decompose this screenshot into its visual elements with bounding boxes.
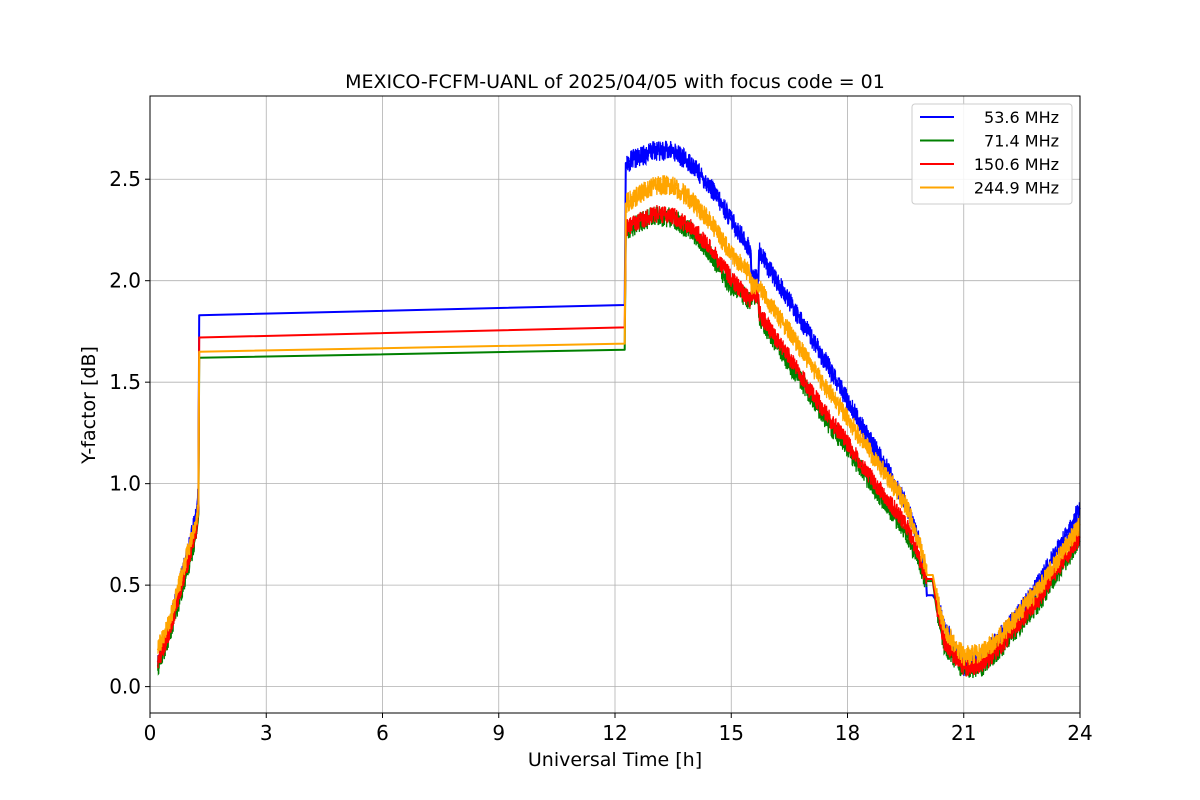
legend-label: 71.4 MHz [984, 132, 1059, 151]
x-tick-label: 21 [951, 721, 976, 745]
legend-label: 244.9 MHz [974, 179, 1059, 198]
y-tick-label: 2.0 [109, 269, 141, 293]
y-tick-label: 0.5 [109, 573, 141, 597]
y-tick-label: 2.5 [109, 167, 141, 191]
y-tick-label: 1.0 [109, 472, 141, 496]
y-tick-label: 0.0 [109, 675, 141, 699]
x-tick-label: 15 [719, 721, 744, 745]
series-noise-trace [157, 498, 199, 654]
legend: 53.6 MHz 71.4 MHz 150.6 MHz 244.9 MHz [911, 103, 1073, 205]
x-tick-label: 9 [492, 721, 505, 745]
y-tick-label: 1.5 [109, 370, 141, 394]
series-noise-trace [625, 175, 928, 573]
plot-series [156, 140, 1081, 679]
x-tick-label: 18 [835, 721, 860, 745]
x-tick-label: 12 [602, 721, 627, 745]
x-axis-label: Universal Time [h] [528, 749, 702, 771]
chart-title: MEXICO-FCFM-UANL of 2025/04/05 with focu… [345, 71, 885, 93]
series-noise-trace [625, 204, 928, 585]
axis-ticks: 0 3 6 9 12 15 18 21 24 0.0 0.5 1.0 1.5 2.0 2.5 [109, 167, 1093, 745]
legend-label: 53.6 MHz [984, 108, 1059, 127]
x-tick-label: 0 [144, 721, 157, 745]
y-axis-label: Y-factor [dB] [78, 346, 100, 465]
x-tick-label: 6 [376, 721, 389, 745]
x-tick-label: 24 [1067, 721, 1092, 745]
x-tick-label: 3 [260, 721, 273, 745]
legend-box [911, 103, 1073, 205]
legend-label: 150.6 MHz [974, 155, 1059, 174]
series-noise-trace [935, 515, 1081, 666]
series-noise-trace [626, 140, 928, 597]
